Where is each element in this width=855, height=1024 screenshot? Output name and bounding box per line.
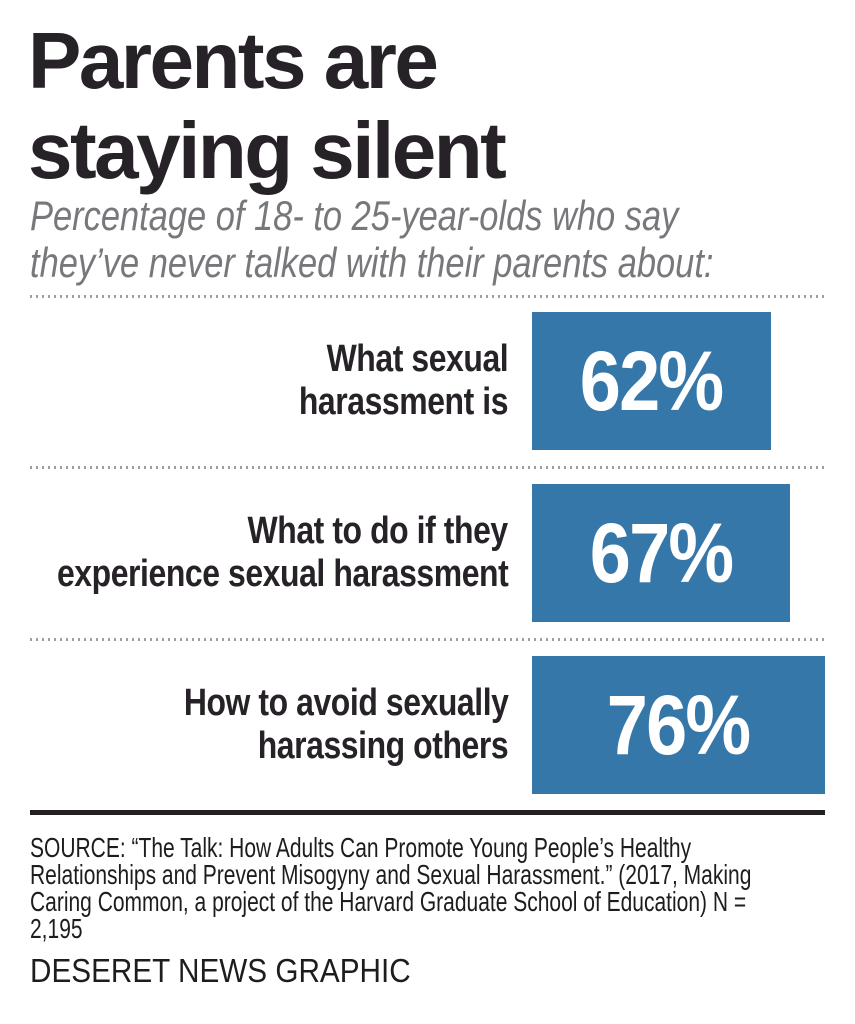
bar-label-line1: What sexual bbox=[326, 338, 508, 380]
bar-label-line1: What to do if they bbox=[247, 510, 509, 552]
bar-label: What to do if they experience sexual har… bbox=[30, 484, 509, 622]
source-line: Caring Common, a project of the Harvard … bbox=[30, 886, 747, 917]
chart-subtitle-line1: Percentage of 18- to 25-year-olds who sa… bbox=[30, 192, 679, 239]
separator-line bbox=[30, 638, 825, 641]
bar: 67% bbox=[532, 484, 790, 622]
credit-line: DESERET NEWS GRAPHIC bbox=[30, 952, 453, 990]
bar-label-line2: harassment is bbox=[298, 381, 509, 423]
bar-row: How to avoid sexually harassing others 7… bbox=[30, 656, 825, 794]
source-line: SOURCE: “The Talk: How Adults Can Promot… bbox=[30, 832, 692, 863]
page-title: Parents are staying silent bbox=[28, 16, 507, 196]
bar: 76% bbox=[532, 656, 825, 794]
bar: 62% bbox=[532, 312, 771, 450]
bar-label-line2: experience sexual harassment bbox=[56, 553, 509, 595]
chart-subtitle-line2: they’ve never talked with their parents … bbox=[30, 239, 714, 286]
page-title-line2: staying silent bbox=[28, 106, 507, 195]
bar-label: How to avoid sexually harassing others bbox=[30, 656, 508, 794]
page-title-line1: Parents are bbox=[28, 16, 439, 105]
source-note: SOURCE: “The Talk: How Adults Can Promot… bbox=[30, 832, 855, 944]
source-line: Relationships and Prevent Misogyny and S… bbox=[30, 859, 752, 890]
chart-subtitle: Percentage of 18- to 25-year-olds who sa… bbox=[30, 192, 855, 286]
bar-value: 67% bbox=[589, 505, 734, 600]
bar-row: What sexual harassment is 62% bbox=[30, 312, 825, 450]
separator-line bbox=[30, 466, 825, 469]
bar-label-line1: How to avoid sexually bbox=[183, 682, 508, 724]
bar-value: 62% bbox=[580, 333, 724, 428]
separator-line bbox=[30, 295, 825, 298]
bar-label: What sexual harassment is bbox=[30, 312, 509, 450]
source-line: 2,195 bbox=[30, 913, 83, 944]
divider-line bbox=[30, 810, 825, 815]
credit-text: DESERET NEWS GRAPHIC bbox=[30, 952, 411, 989]
bar-value: 76% bbox=[607, 677, 751, 772]
bar-label-line2: harassing others bbox=[257, 725, 508, 767]
bar-row: What to do if they experience sexual har… bbox=[30, 484, 825, 622]
